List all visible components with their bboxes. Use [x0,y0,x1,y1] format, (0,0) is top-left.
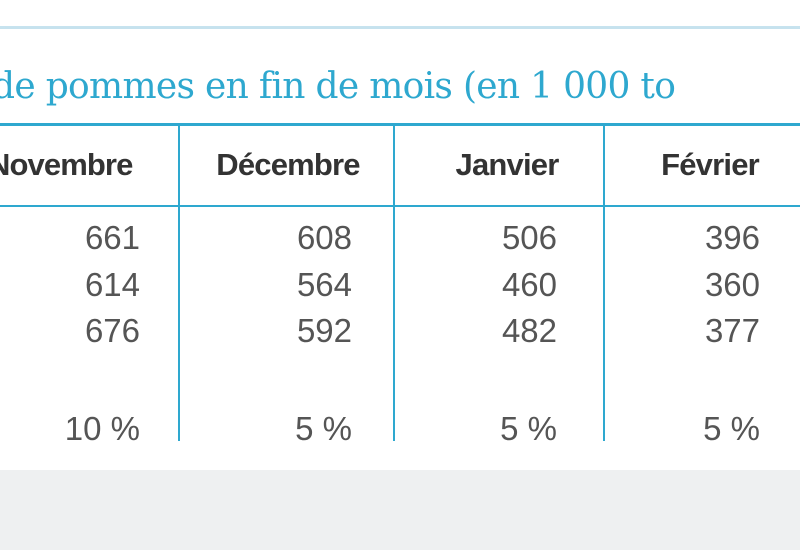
column-header-janvier: Janvier [455,147,560,182]
data-table [0,29,800,470]
top-rule [0,26,800,29]
column-header-fevrier: Février [661,147,760,182]
table-cell: 482 [501,312,557,349]
table-cell: 5 % [703,410,760,447]
column-divider [393,126,395,441]
table-cell: 506 [501,219,557,256]
table-cell: 676 [84,312,140,349]
column-divider [603,126,605,441]
table-cell: 614 [84,266,140,303]
table-cell: 564 [296,266,352,303]
column-divider [178,126,180,441]
header-bottom-rule [0,205,800,207]
table-cell: 608 [296,219,352,256]
table-cell: 396 [704,219,760,256]
column-header-decembre: Décembre [216,147,360,182]
table-cell: 5 % [500,410,557,447]
top-band [0,0,800,26]
column-header-novembre: Novembre [0,147,133,182]
table-cell: 360 [704,266,760,303]
table-cell: 460 [501,266,557,303]
table-cell: 377 [704,312,760,349]
table-cell: 10 % [64,410,140,447]
table-cell: 661 [84,219,140,256]
table-cell: 5 % [295,410,352,447]
table-title: de pommes en fin de mois (en 1 000 to [0,66,676,107]
header-top-rule [0,123,800,126]
page-background [0,470,800,550]
table-cell: 592 [296,312,352,349]
